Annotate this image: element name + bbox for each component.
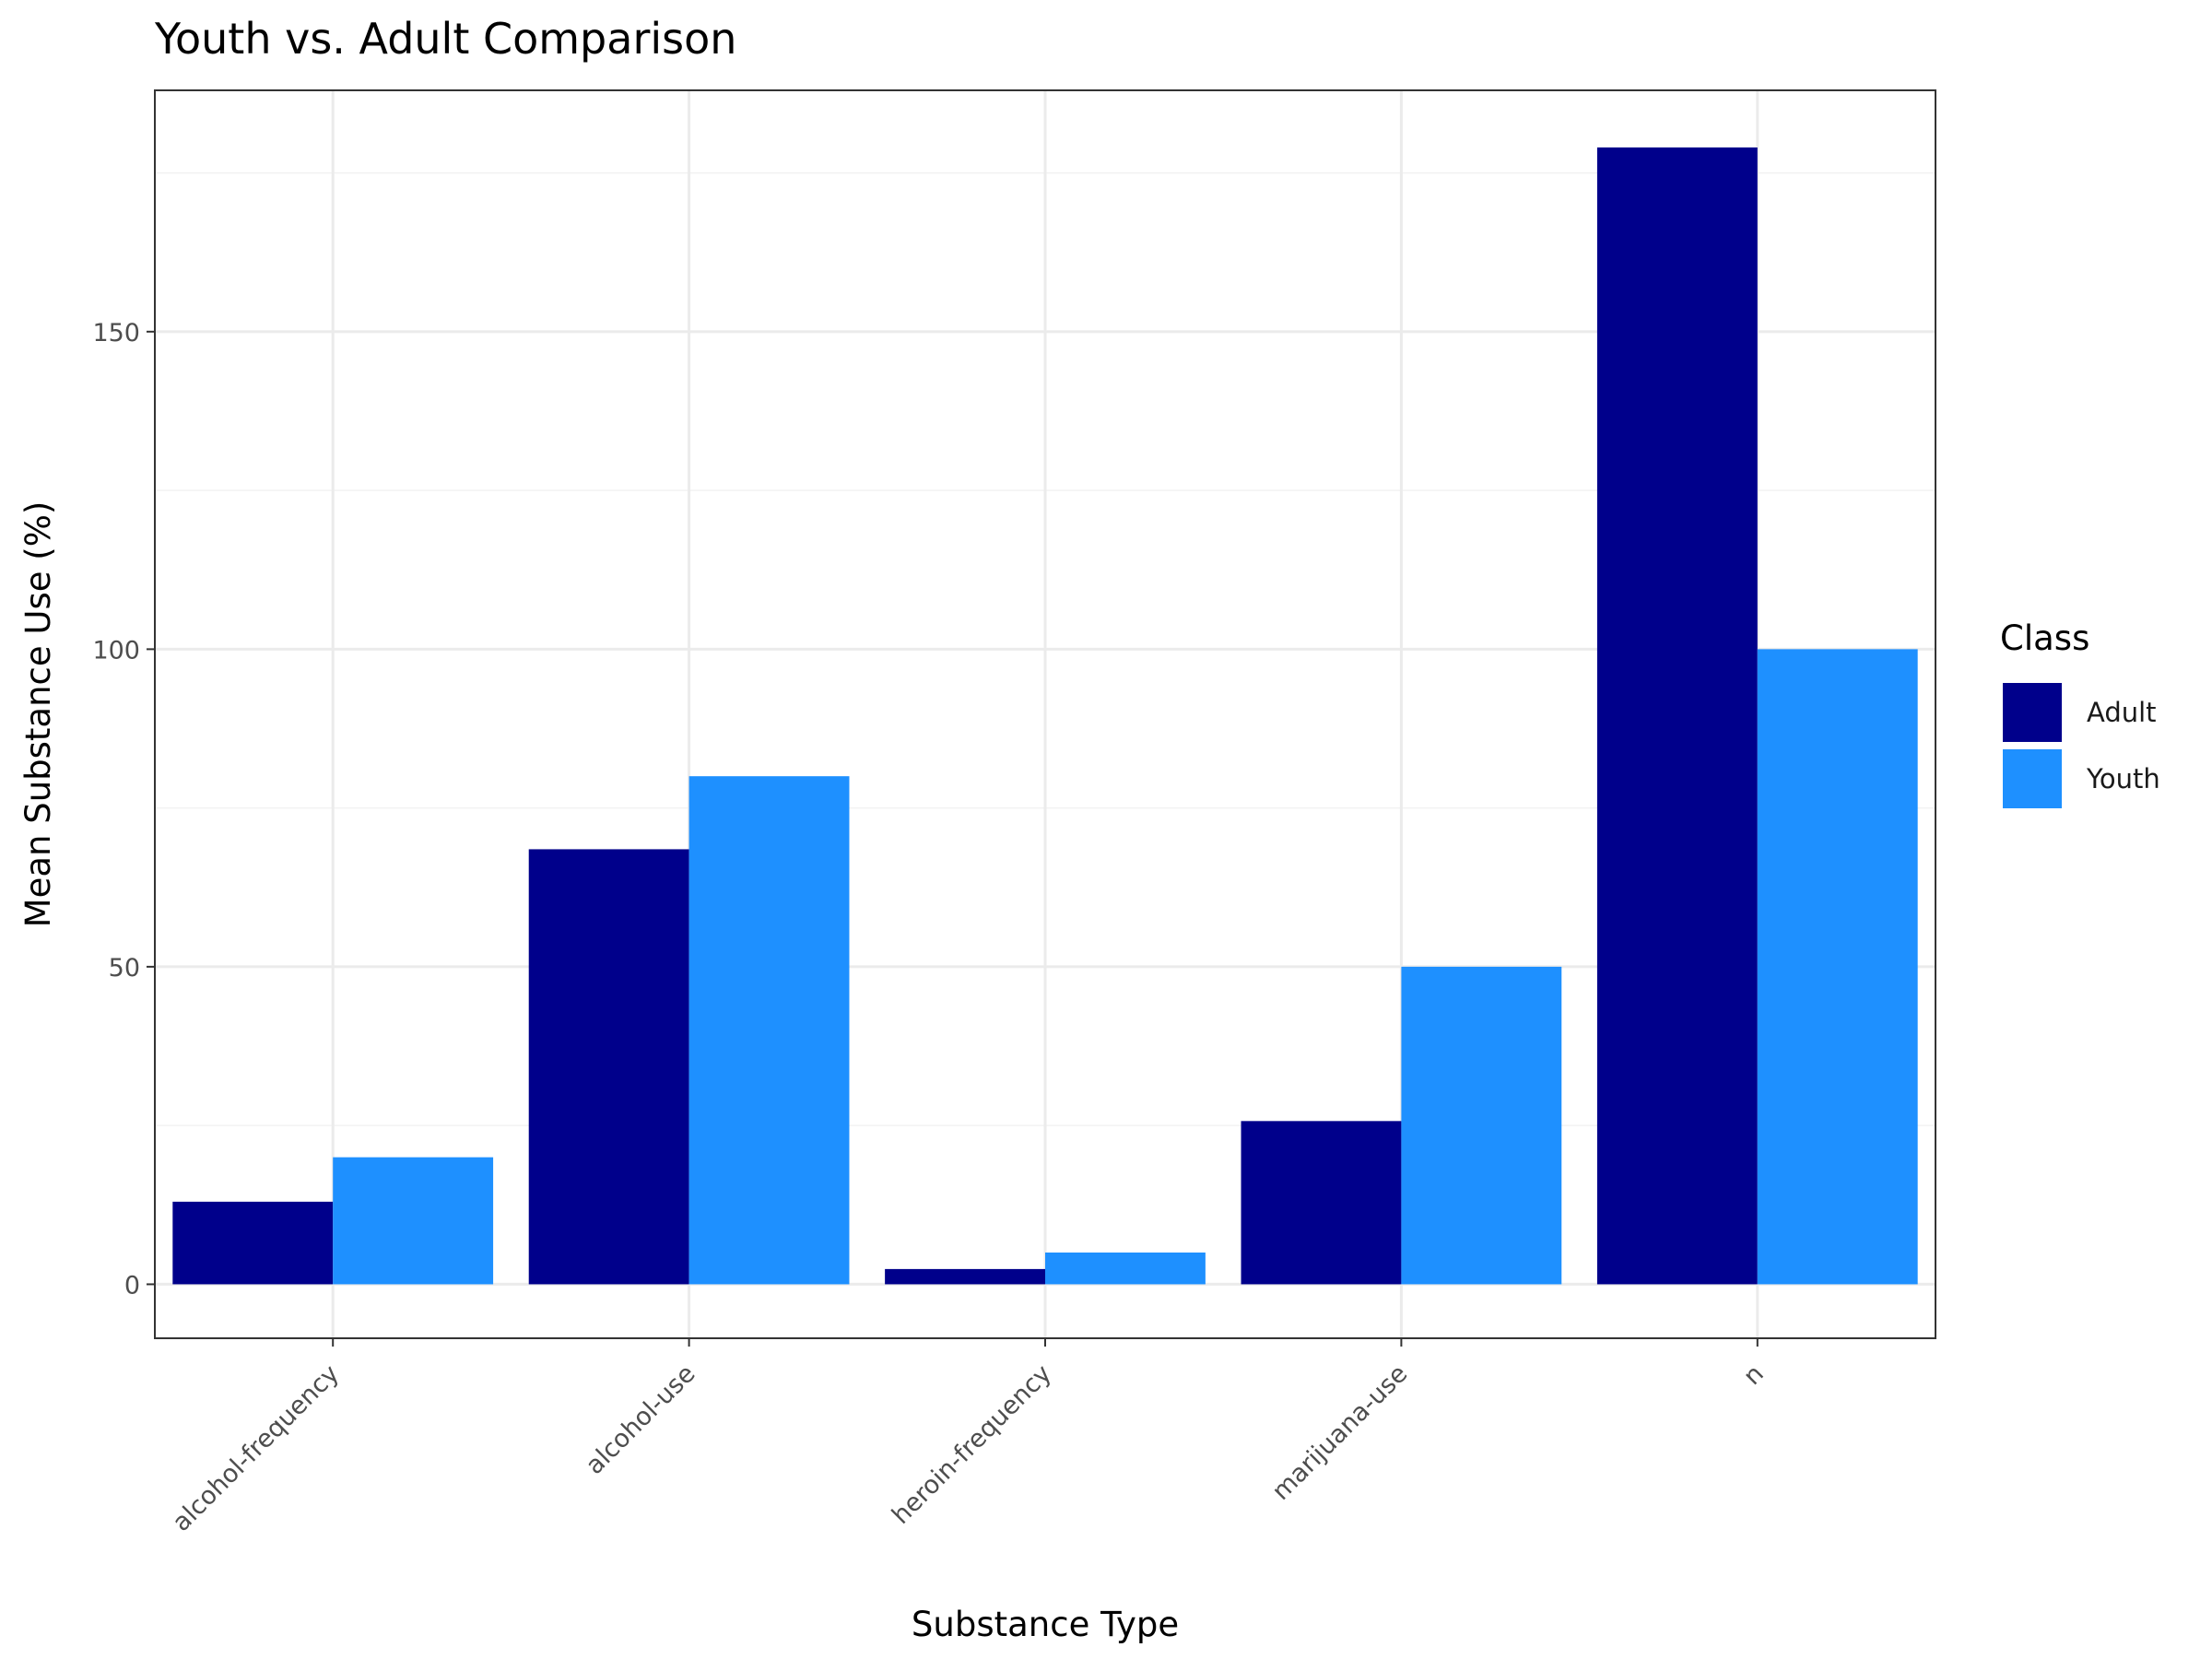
bar-adult-heroin-frequency <box>885 1268 1045 1285</box>
bar-youth-alcohol-use <box>688 776 850 1285</box>
legend: Class Adult Youth <box>2000 618 2160 810</box>
legend-key-adult <box>2001 681 2064 744</box>
bar-youth-marijuana-use <box>1401 966 1562 1285</box>
legend-label-youth: Youth <box>2086 763 2160 794</box>
y-axis: 0 50 100 150 <box>92 319 155 1300</box>
bar-youth-n <box>1757 649 1918 1285</box>
y-tick-label: 50 <box>109 954 140 982</box>
bars <box>172 147 1918 1285</box>
bar-adult-alcohol-frequency <box>172 1201 334 1285</box>
chart-title: Youth vs. Adult Comparison <box>154 14 736 64</box>
bar-youth-alcohol-frequency <box>333 1157 494 1285</box>
x-axis-title: Substance Type <box>912 1605 1179 1644</box>
legend-title: Class <box>2000 618 2089 658</box>
legend-label-adult: Adult <box>2087 697 2157 728</box>
y-tick-label: 150 <box>92 319 140 347</box>
y-tick-label: 0 <box>124 1271 140 1300</box>
legend-key-youth <box>2001 747 2064 810</box>
y-axis-title: Mean Substance Use (%) <box>18 501 58 928</box>
bar-adult-n <box>1596 147 1758 1285</box>
bar-youth-heroin-frequency <box>1045 1252 1206 1285</box>
legend-items: Adult Youth <box>2001 681 2160 810</box>
bar-adult-alcohol-use <box>528 849 689 1285</box>
bar-adult-marijuana-use <box>1241 1121 1402 1285</box>
y-tick-label: 100 <box>92 636 140 665</box>
